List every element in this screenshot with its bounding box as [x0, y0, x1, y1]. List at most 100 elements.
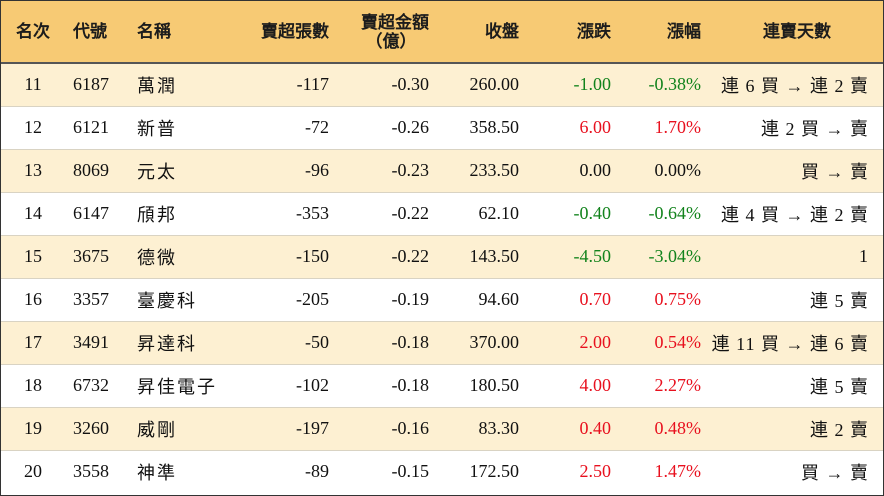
cell-sell-amount: -0.18 [339, 363, 439, 407]
table-header: 名次 代號 名稱 賣超張數 賣超金額 （億） 收盤 漲跌 漲幅 連賣天數 [1, 1, 883, 64]
cell-sell-amount: -0.15 [339, 449, 439, 493]
cell-change: 2.00 [529, 320, 621, 364]
cell-sell-volume: -353 [227, 191, 339, 235]
header-rank: 名次 [1, 1, 65, 64]
cell-change: 0.70 [529, 277, 621, 321]
cell-name: 德微 [127, 234, 227, 278]
cell-sell-volume: -150 [227, 234, 339, 278]
cell-rank: 18 [1, 363, 65, 407]
table-row: 20 3558 神準 -89 -0.15 172.50 2.50 1.47% 買… [1, 449, 883, 493]
cell-sell-volume: -50 [227, 320, 339, 364]
header-name: 名稱 [127, 1, 227, 64]
cell-close: 233.50 [439, 148, 529, 192]
cell-code: 6187 [65, 63, 127, 106]
table-row: 17 3491 昇達科 -50 -0.18 370.00 2.00 0.54% … [1, 320, 883, 364]
table-row: 14 6147 頎邦 -353 -0.22 62.10 -0.40 -0.64%… [1, 191, 883, 235]
cell-name: 神準 [127, 449, 227, 493]
cell-name: 萬潤 [127, 63, 227, 106]
cell-close: 62.10 [439, 191, 529, 235]
header-sell-volume: 賣超張數 [227, 1, 339, 64]
cell-sell-amount: -0.16 [339, 406, 439, 450]
cell-change-pct: -3.04% [621, 234, 711, 278]
cell-close: 143.50 [439, 234, 529, 278]
table-row: 12 6121 新普 -72 -0.26 358.50 6.00 1.70% 連… [1, 105, 883, 149]
cell-change-pct: 0.48% [621, 406, 711, 450]
cell-sell-amount: -0.19 [339, 277, 439, 321]
cell-rank: 14 [1, 191, 65, 235]
cell-change: -1.00 [529, 63, 621, 106]
cell-sell-amount: -0.23 [339, 148, 439, 192]
cell-rank: 20 [1, 449, 65, 493]
cell-close: 172.50 [439, 449, 529, 493]
cell-name: 頎邦 [127, 191, 227, 235]
cell-streak: 連 4 買 → 連 2 賣 [711, 191, 883, 235]
cell-rank: 15 [1, 234, 65, 278]
table-row: 11 6187 萬潤 -117 -0.30 260.00 -1.00 -0.38… [1, 63, 883, 106]
cell-change-pct: -0.38% [621, 63, 711, 106]
table-row: 19 3260 威剛 -197 -0.16 83.30 0.40 0.48% 連… [1, 406, 883, 450]
cell-close: 94.60 [439, 277, 529, 321]
cell-close: 83.30 [439, 406, 529, 450]
cell-rank: 17 [1, 320, 65, 364]
cell-code: 6732 [65, 363, 127, 407]
cell-change: 4.00 [529, 363, 621, 407]
cell-code: 3558 [65, 449, 127, 493]
header-streak: 連賣天數 [711, 1, 883, 64]
cell-sell-volume: -89 [227, 449, 339, 493]
cell-change: -4.50 [529, 234, 621, 278]
cell-sell-volume: -117 [227, 63, 339, 106]
cell-rank: 19 [1, 406, 65, 450]
cell-streak: 買 → 賣 [711, 148, 883, 192]
cell-sell-volume: -205 [227, 277, 339, 321]
cell-close: 180.50 [439, 363, 529, 407]
cell-code: 6121 [65, 105, 127, 149]
cell-rank: 16 [1, 277, 65, 321]
cell-streak: 連 2 賣 [711, 406, 883, 450]
cell-rank: 13 [1, 148, 65, 192]
table-row: 13 8069 元太 -96 -0.23 233.50 0.00 0.00% 買… [1, 148, 883, 192]
cell-change-pct: 0.75% [621, 277, 711, 321]
table-body: 11 6187 萬潤 -117 -0.30 260.00 -1.00 -0.38… [1, 63, 883, 493]
cell-sell-volume: -72 [227, 105, 339, 149]
cell-rank: 12 [1, 105, 65, 149]
cell-sell-amount: -0.22 [339, 234, 439, 278]
cell-name: 威剛 [127, 406, 227, 450]
header-code: 代號 [65, 1, 127, 64]
cell-close: 358.50 [439, 105, 529, 149]
cell-code: 6147 [65, 191, 127, 235]
header-sell-amount-line1: 賣超金額 [361, 12, 429, 32]
cell-change: -0.40 [529, 191, 621, 235]
cell-change-pct: 0.00% [621, 148, 711, 192]
table-row: 16 3357 臺慶科 -205 -0.19 94.60 0.70 0.75% … [1, 277, 883, 321]
cell-sell-volume: -96 [227, 148, 339, 192]
table-row: 15 3675 德微 -150 -0.22 143.50 -4.50 -3.04… [1, 234, 883, 278]
cell-change-pct: 1.70% [621, 105, 711, 149]
header-change: 漲跌 [529, 1, 621, 64]
cell-streak: 連 5 賣 [711, 277, 883, 321]
cell-sell-volume: -102 [227, 363, 339, 407]
cell-streak: 買 → 賣 [711, 449, 883, 493]
header-row: 名次 代號 名稱 賣超張數 賣超金額 （億） 收盤 漲跌 漲幅 連賣天數 [1, 1, 883, 64]
table-row: 18 6732 昇佳電子 -102 -0.18 180.50 4.00 2.27… [1, 363, 883, 407]
header-sell-amount-line2: （億） [365, 31, 417, 51]
cell-sell-amount: -0.30 [339, 63, 439, 106]
cell-change: 2.50 [529, 449, 621, 493]
cell-close: 370.00 [439, 320, 529, 364]
cell-streak: 連 11 買 → 連 6 賣 [711, 320, 883, 364]
cell-change-pct: -0.64% [621, 191, 711, 235]
cell-change: 0.00 [529, 148, 621, 192]
header-sell-amount: 賣超金額 （億） [339, 1, 439, 64]
cell-code: 3357 [65, 277, 127, 321]
cell-name: 昇達科 [127, 320, 227, 364]
cell-streak: 連 2 買 → 賣 [711, 105, 883, 149]
header-change-pct: 漲幅 [621, 1, 711, 64]
cell-code: 8069 [65, 148, 127, 192]
cell-rank: 11 [1, 63, 65, 106]
cell-code: 3260 [65, 406, 127, 450]
cell-change: 6.00 [529, 105, 621, 149]
cell-name: 昇佳電子 [127, 363, 227, 407]
cell-streak: 1 [711, 234, 883, 278]
cell-code: 3491 [65, 320, 127, 364]
